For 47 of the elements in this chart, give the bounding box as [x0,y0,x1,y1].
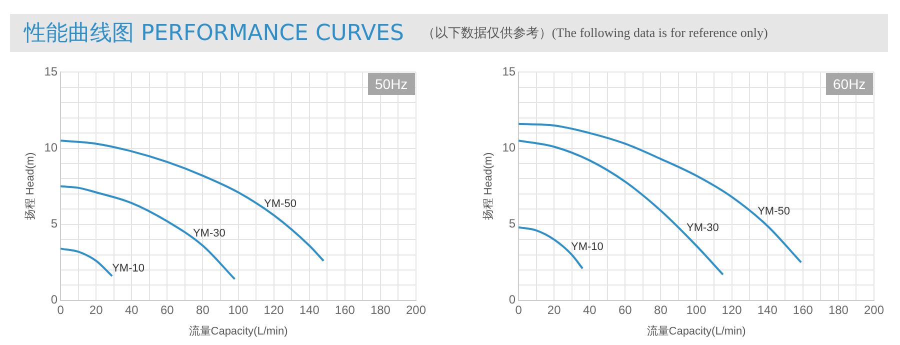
annotation: 50Hz [368,73,415,96]
x-tick-label: 180 [828,302,849,317]
series-label: YM-50 [758,205,790,218]
y-tick-label: 5 [508,216,516,231]
annotation: 60Hz [826,73,873,96]
text: （以下数据仅供参考）(The following data is for reference only) [422,24,768,42]
x-tick-label: 60 [160,302,174,317]
y-tick-label: 15 [44,64,58,79]
y-tick-label: 10 [502,140,516,155]
x-tick-label: 160 [334,302,356,317]
series-label: YM-10 [112,262,144,274]
y-axis-title: 扬程 Head(m) [24,152,37,220]
line-series [518,140,724,276]
series-label: YM-10 [570,241,604,254]
x-tick-label: 200 [406,302,426,317]
text: 性能曲线图 PERFORMANCE CURVES [24,20,404,48]
x-tick-label: 140 [299,302,320,317]
y-tick-label: 0 [508,292,516,307]
x-tick-label: 20 [89,302,104,317]
series-label: YM-50 [264,198,296,210]
series-label: YM-30 [686,222,719,234]
x-tick-label: 20 [547,302,562,317]
x-tick-label: 140 [757,302,778,317]
line-series [60,248,114,278]
y-tick-label: 0 [50,292,58,307]
x-tick-label: 180 [370,302,391,317]
y-axis-title: 扬程 Head(m) [482,152,495,220]
x-tick-label: 80 [654,302,668,317]
x-axis-title: 流量Capacity(L/min) [646,324,746,338]
x-tick-label: 40 [124,302,139,317]
line-series [518,122,802,264]
x-tick-label: 120 [264,302,284,317]
x-tick-label: 200 [864,302,884,317]
y-tick-label: 15 [502,64,516,79]
x-tick-label: 40 [582,302,597,317]
x-tick-label: 100 [228,302,249,317]
x-tick-label: 120 [722,302,742,317]
x-tick-label: 160 [792,302,814,317]
x-tick-label: 60 [618,302,632,317]
y-tick-label: 5 [50,216,58,231]
x-tick-label: 100 [686,302,707,317]
series-label: YM-30 [192,227,226,240]
x-axis-title: 流量Capacity(L/min) [188,324,288,338]
x-tick-label: 80 [196,302,210,317]
line-series [60,185,236,280]
line-series [60,140,325,262]
y-tick-label: 10 [44,140,58,155]
